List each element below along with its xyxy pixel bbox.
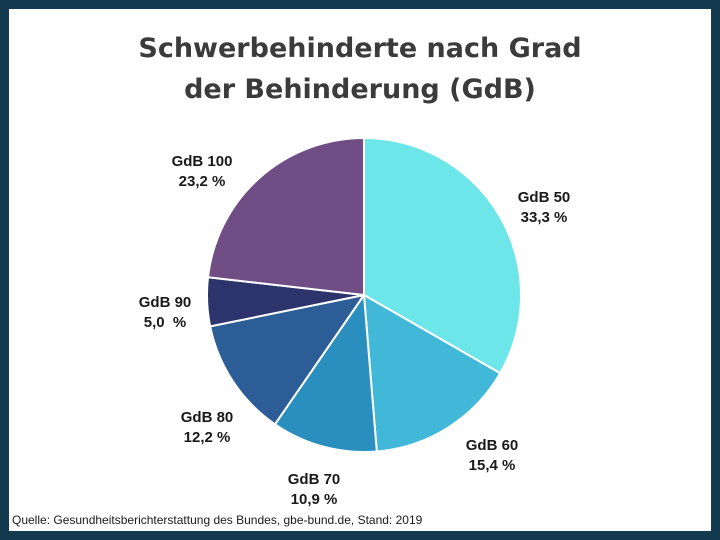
slice-label-value: 5,0 % [144, 314, 187, 331]
pie-slice-gdb-60 [363, 294, 502, 453]
slice-label-name: GdB 90 [139, 294, 192, 311]
slice-label-name: GdB 100 [172, 153, 233, 170]
slice-label-name: GdB 80 [181, 409, 234, 426]
pie-slice-gdb-100 [207, 137, 365, 296]
pie-slice-gdb-80 [209, 294, 365, 426]
pie-slice-gdb-50 [363, 137, 523, 375]
slice-label-value: 12,2 % [184, 429, 231, 446]
slice-label-name: GdB 70 [288, 471, 341, 488]
slice-label-gdb-80: GdB 80 12,2 % [181, 409, 234, 446]
pie-slice-gdb-70 [273, 294, 378, 453]
slice-label-name: GdB 60 [466, 437, 519, 454]
pie-slices [206, 137, 523, 453]
source-note: Quelle: Gesundheitsberichterstattung des… [12, 513, 423, 527]
slice-label-value: 23,2 % [179, 173, 226, 190]
chart-title-line-1: Schwerbehinderte nach Grad [138, 33, 582, 64]
slice-label-gdb-90: GdB 90 5,0 % [139, 294, 192, 331]
slice-label-gdb-70: GdB 70 10,9 % [288, 471, 341, 508]
slice-label-gdb-60: GdB 60 15,4 % [466, 437, 519, 474]
pie-labels: GdB 50 33,3 %GdB 60 15,4 %GdB 70 10,9 %GdB … [139, 153, 571, 508]
slice-label-value: 33,3 % [521, 209, 568, 226]
slice-label-value: 10,9 % [291, 491, 338, 508]
slice-label-value: 15,4 % [469, 457, 516, 474]
slice-label-name: GdB 50 [518, 189, 571, 206]
slice-label-gdb-100: GdB 100 23,2 % [172, 153, 233, 190]
slice-label-gdb-50: GdB 50 33,3 % [518, 189, 571, 226]
chart-title: Schwerbehinderte nach Grad der Behinderu… [0, 28, 720, 110]
chart-title-line-2: der Behinderung (GdB) [184, 74, 536, 105]
